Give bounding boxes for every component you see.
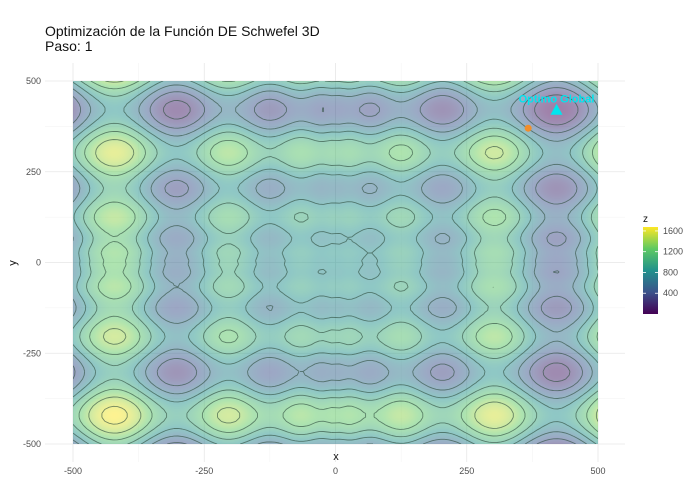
y-tick-label: 500	[26, 76, 41, 86]
contour-level-1400	[88, 81, 598, 434]
current-point-marker	[524, 124, 532, 132]
x-axis-label: x	[333, 451, 339, 463]
contour-level-800	[73, 81, 598, 444]
legend: z 1600 1200 800 400	[643, 214, 683, 314]
contour-level-1200	[78, 81, 598, 441]
legend-tick-label: 800	[663, 267, 678, 277]
y-tick-label: 0	[36, 258, 41, 268]
legend-colorbar	[643, 227, 658, 314]
contour-level-200	[163, 94, 579, 382]
x-tick-label: -250	[195, 466, 213, 476]
y-tick-label: -250	[23, 348, 41, 358]
legend-title: z	[643, 214, 648, 225]
x-tick-label: -500	[64, 466, 82, 476]
x-tick-label: 500	[590, 466, 605, 476]
x-tick-label: 250	[459, 466, 474, 476]
y-axis-ticks: 500 250 0 -250 -500	[23, 76, 41, 449]
y-tick-label: 250	[26, 167, 41, 177]
markers: Optimo Global	[519, 94, 595, 132]
x-tick-label: 0	[333, 466, 338, 476]
chart-subtitle: Paso: 1	[45, 38, 93, 54]
contour-level-400	[73, 87, 589, 444]
legend-tick-label: 1600	[663, 226, 683, 236]
y-tick-label: -500	[23, 439, 41, 449]
global-optimum-marker	[550, 103, 563, 115]
contour-level-1000	[73, 81, 598, 444]
legend-tick-label: 1200	[663, 247, 683, 257]
chart-title: Optimización de la Función DE Schwefel 3…	[45, 23, 320, 39]
legend-tick-label: 400	[663, 288, 678, 298]
contour-level-1600	[101, 405, 128, 425]
contour-level-600	[73, 81, 598, 444]
contour-lines	[73, 81, 598, 444]
y-axis-label: y	[7, 260, 19, 266]
x-axis-ticks: -500 -250 0 250 500	[64, 466, 606, 476]
global-optimum-label: Optimo Global	[519, 94, 595, 106]
